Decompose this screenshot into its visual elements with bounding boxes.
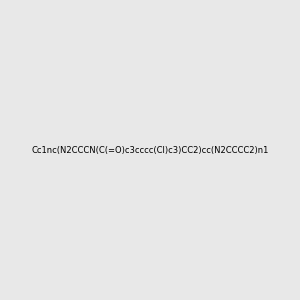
Text: Cc1nc(N2CCCN(C(=O)c3cccc(Cl)c3)CC2)cc(N2CCCC2)n1: Cc1nc(N2CCCN(C(=O)c3cccc(Cl)c3)CC2)cc(N2… (31, 146, 269, 154)
